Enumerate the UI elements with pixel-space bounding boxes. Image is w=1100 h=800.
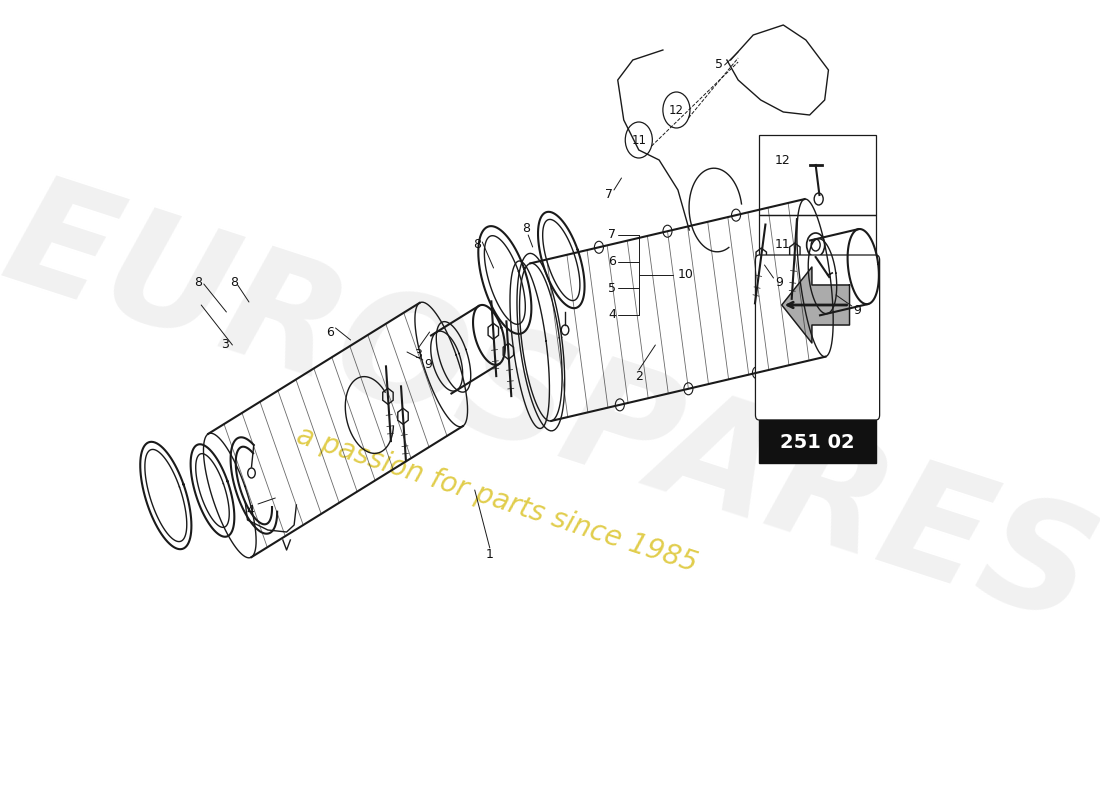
Text: 8: 8 <box>473 238 481 251</box>
Text: 10: 10 <box>678 269 694 282</box>
Text: 9: 9 <box>425 358 432 371</box>
Text: 8: 8 <box>194 275 201 289</box>
Text: 7: 7 <box>605 189 613 202</box>
Polygon shape <box>782 267 849 343</box>
Text: 4: 4 <box>246 503 254 517</box>
Text: 2: 2 <box>635 370 642 383</box>
Text: 11: 11 <box>631 134 647 146</box>
Text: 4: 4 <box>608 309 616 322</box>
FancyBboxPatch shape <box>756 255 880 420</box>
Text: 12: 12 <box>669 103 684 117</box>
Text: 5: 5 <box>715 58 724 71</box>
FancyBboxPatch shape <box>759 420 876 463</box>
Text: a passion for parts since 1985: a passion for parts since 1985 <box>294 422 701 578</box>
Text: 6: 6 <box>608 255 616 268</box>
Text: 6: 6 <box>327 326 334 338</box>
Text: 12: 12 <box>774 154 790 166</box>
Text: 3: 3 <box>221 338 229 351</box>
Text: 9: 9 <box>854 303 861 317</box>
Text: 8: 8 <box>230 275 238 289</box>
Text: 1: 1 <box>486 549 494 562</box>
Text: 8: 8 <box>521 222 530 234</box>
Text: 11: 11 <box>774 238 790 251</box>
Text: 251 02: 251 02 <box>780 433 855 451</box>
Text: EUROSPARES: EUROSPARES <box>0 164 1100 656</box>
Text: 3: 3 <box>415 349 422 362</box>
Text: 7: 7 <box>608 229 616 242</box>
Text: 5: 5 <box>608 282 616 295</box>
Text: 9: 9 <box>776 275 783 289</box>
